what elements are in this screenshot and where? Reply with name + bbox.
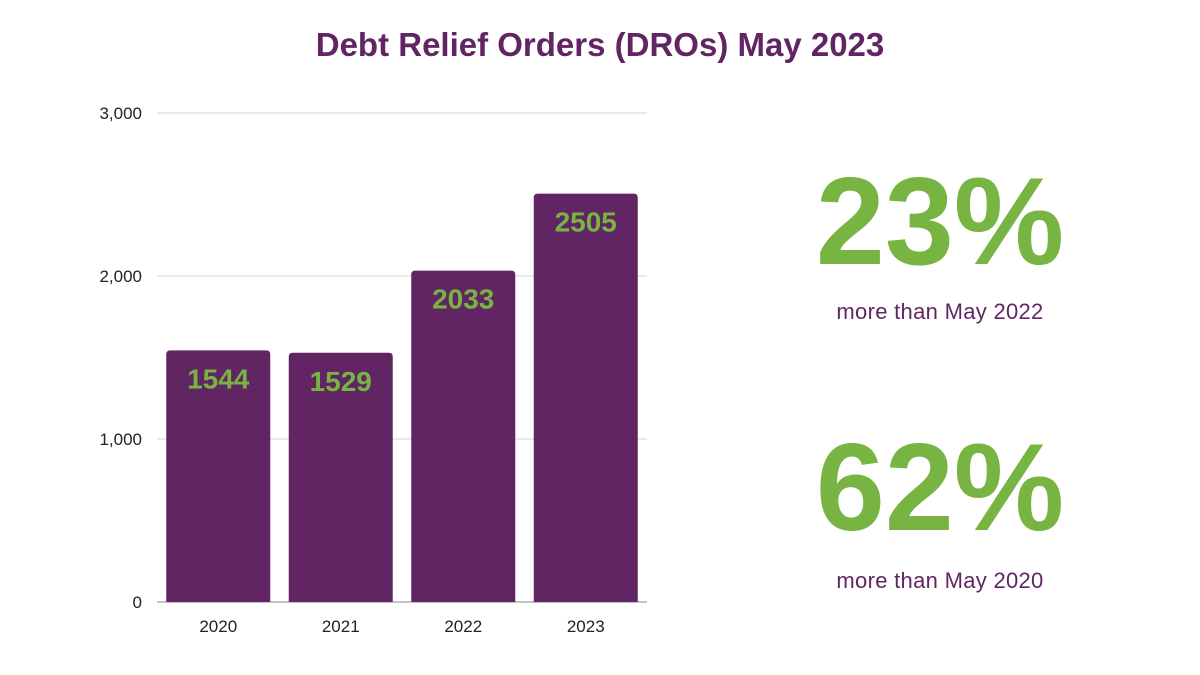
bar — [533, 193, 638, 602]
stat-caption-vs-2022: more than May 2022 — [836, 299, 1044, 324]
x-tick-label: 2020 — [199, 617, 237, 636]
bar-chart: 0 1,000 2,000 3,000 1544 2020 1529 2021 2033 2022… — [99, 104, 647, 636]
stat-value-vs-2022: 23% — [815, 153, 1065, 291]
bar-data-label: 1544 — [187, 363, 250, 394]
bar-data-label: 2033 — [432, 284, 494, 315]
stat-value-vs-2020: 62% — [815, 419, 1065, 557]
x-tick-label: 2022 — [444, 617, 482, 636]
chart-title: Debt Relief Orders (DROs) May 2023 — [315, 26, 885, 63]
bar — [166, 350, 271, 602]
y-tick-label: 1,000 — [99, 430, 142, 449]
y-tick-label: 3,000 — [99, 104, 142, 123]
y-tick-label: 2,000 — [99, 267, 142, 286]
y-tick-label: 0 — [133, 593, 142, 612]
bar-data-label: 2505 — [555, 207, 617, 238]
stat-caption-vs-2020: more than May 2020 — [836, 568, 1044, 593]
x-tick-label: 2023 — [567, 617, 605, 636]
bar-data-label: 1529 — [310, 366, 372, 397]
bar — [288, 352, 393, 602]
x-tick-label: 2021 — [322, 617, 360, 636]
bar — [411, 270, 516, 602]
